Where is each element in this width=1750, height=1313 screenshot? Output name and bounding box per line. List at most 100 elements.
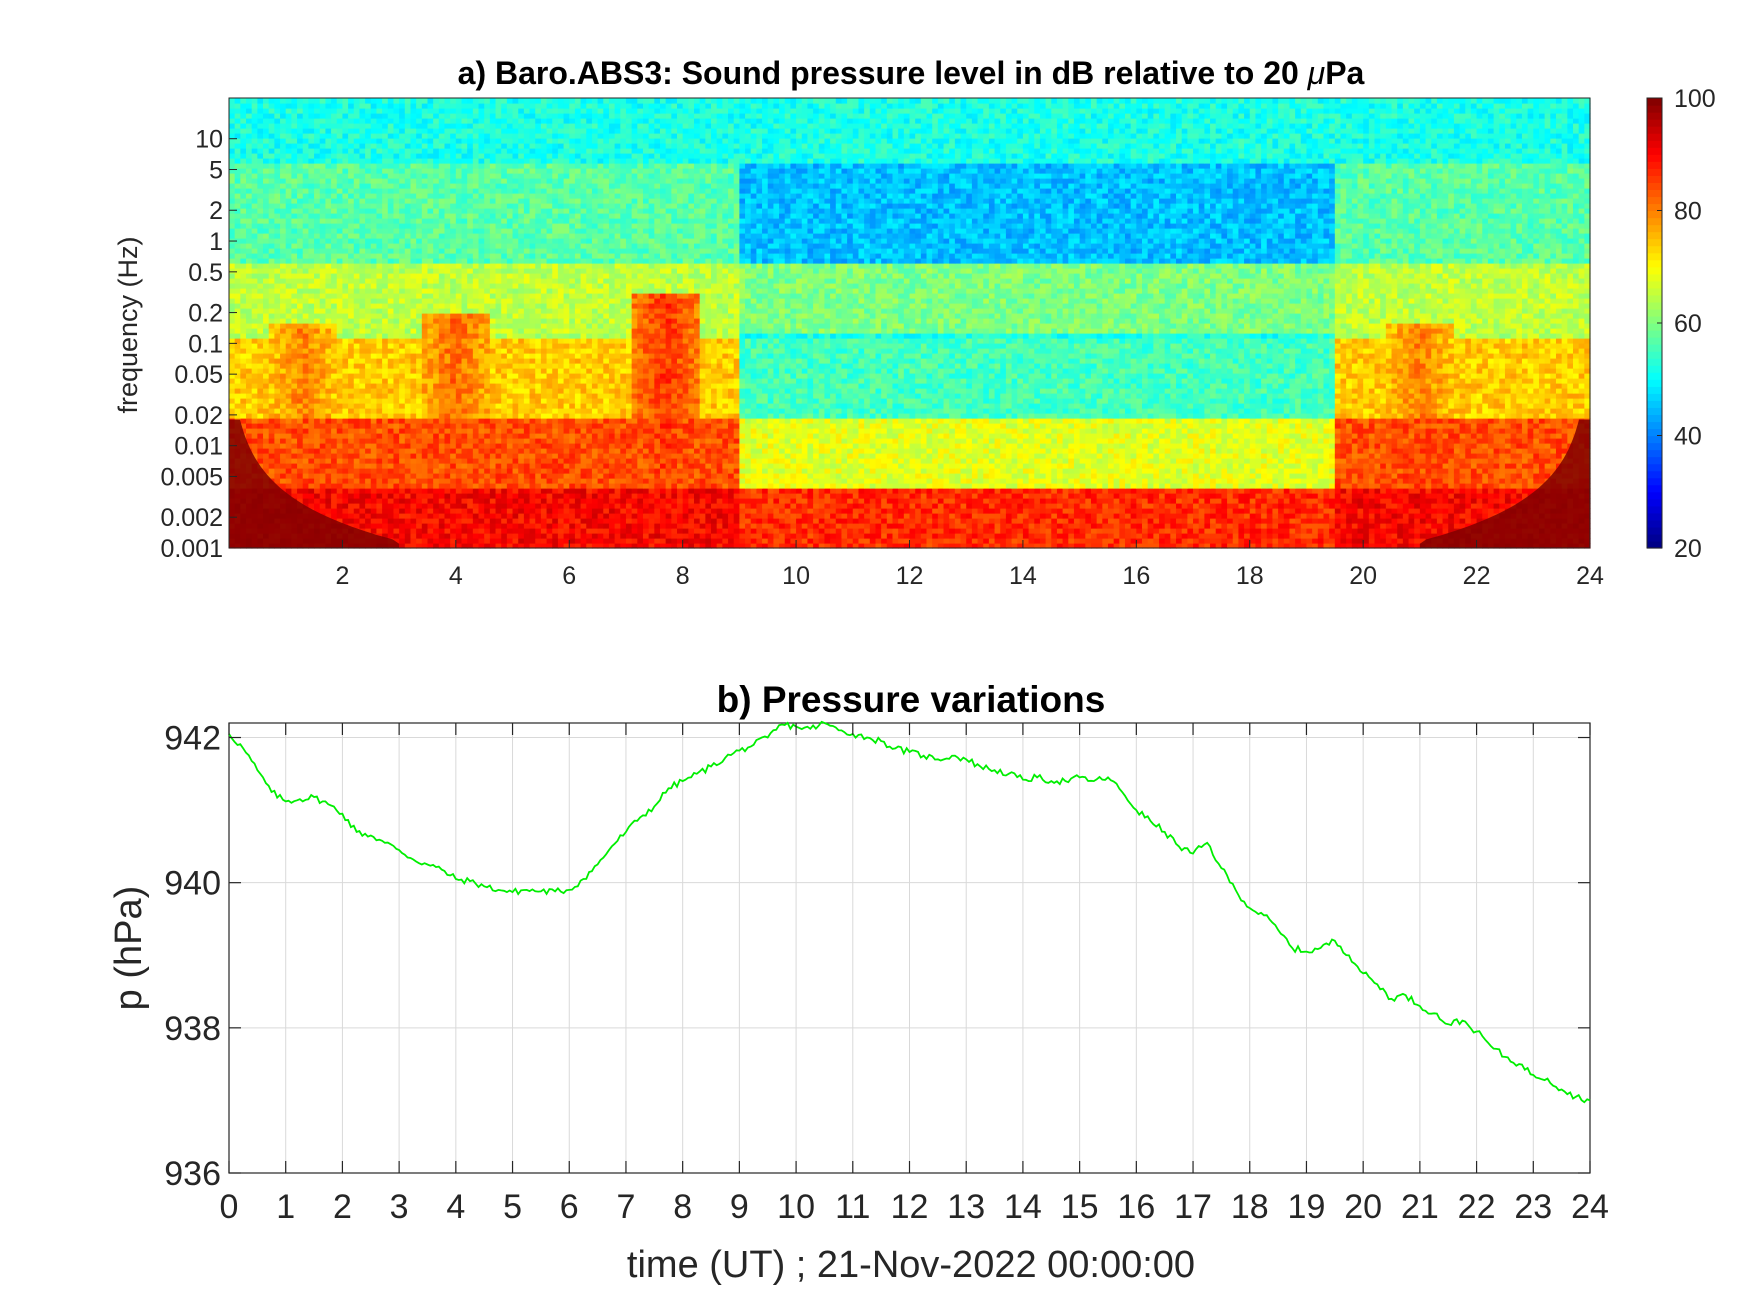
spectrogram-cell (830, 538, 837, 544)
spectrogram-cell (705, 498, 712, 504)
spectrogram-cell (1215, 533, 1222, 539)
spectrogram-cell (455, 533, 463, 539)
spectrogram-cell (399, 528, 406, 534)
spectrogram-cell (387, 458, 395, 464)
spectrogram-cell (881, 523, 888, 529)
spectrogram-cell (1436, 478, 1444, 484)
spectrogram-cell (943, 493, 950, 499)
spectrogram-cell (728, 453, 735, 459)
spectrogram-cell (881, 528, 888, 534)
spectrogram-cell (359, 503, 366, 509)
spectrogram-cell (1470, 483, 1478, 489)
spectrogram-cell (1476, 503, 1483, 509)
spectrogram-cell (433, 528, 440, 534)
spectrogram-cell (892, 478, 899, 484)
spectrogram-cell (325, 493, 332, 499)
spectrogram-cell (1204, 503, 1211, 509)
spectrogram-cell (1408, 528, 1415, 534)
spectrogram-cell (994, 483, 1001, 489)
spectrogram-cell (1374, 483, 1381, 489)
spectrogram-cell (353, 483, 361, 489)
spectrogram-cell (1045, 528, 1052, 534)
spectrogram-cell (909, 513, 916, 519)
spectrogram-cell (314, 443, 321, 449)
spectrogram-cell (523, 523, 531, 529)
spectrogram-cell (1039, 453, 1047, 459)
spectrogram-cell (1368, 493, 1376, 499)
spectrogram-cell (830, 508, 837, 514)
spectrogram-cell (1368, 503, 1376, 509)
spectrogram-cell (762, 483, 769, 489)
spectrogram-cell (365, 513, 372, 519)
spectrogram-cell (960, 458, 967, 464)
spectrogram-cell (1079, 518, 1086, 524)
spectrogram-cell (688, 488, 695, 494)
spectrogram-cell (903, 528, 911, 534)
spectrogram-cell (1397, 503, 1404, 509)
spectrogram-cell (336, 463, 344, 469)
spectrogram-cell (1272, 523, 1279, 529)
spectrogram-cell (1164, 508, 1171, 514)
spectrogram-cell (733, 533, 740, 539)
spectrogram-cell (932, 493, 939, 499)
spectrogram-cell (574, 473, 582, 479)
spectrogram-cell (410, 453, 417, 459)
spectrogram-cell (1317, 493, 1325, 499)
spectrogram-cell (1096, 503, 1103, 509)
spectrogram-cell (1380, 493, 1387, 499)
spectrogram-cell (1147, 508, 1154, 514)
spectrogram-cell (1073, 508, 1081, 514)
spectrogram-cell (841, 493, 848, 499)
spectrogram-cell (1147, 458, 1154, 464)
spectrogram-cell (937, 498, 945, 504)
spectrogram-cell (1210, 523, 1217, 529)
spectrogram-cell (1266, 458, 1274, 464)
spectrogram-cell (586, 533, 593, 539)
spectrogram-cell (699, 493, 706, 499)
spectrogram-cell (830, 518, 837, 524)
spectrogram-cell (574, 468, 582, 474)
spectrogram-cell (404, 468, 412, 474)
spectrogram-cell (1130, 538, 1137, 544)
spectrogram-cell (631, 528, 638, 534)
spectrogram-cell (1555, 448, 1563, 454)
spectrogram-cell (1062, 443, 1069, 449)
spectrogram-cell (370, 528, 378, 534)
spectrogram-cell (574, 493, 582, 499)
spectrogram-cell (1034, 518, 1041, 524)
spectrogram-cell (1056, 493, 1064, 499)
spectrogram-cell (302, 473, 309, 479)
spectrogram-cell (1062, 503, 1069, 509)
spectrogram-cell (722, 498, 729, 504)
spectrogram-cell (1312, 483, 1319, 489)
spectrogram-cell (659, 483, 667, 489)
spectrogram-cell (1181, 483, 1188, 489)
spectrogram-cell (1306, 468, 1313, 474)
spectrogram-cell (637, 488, 644, 494)
spectrogram-cell (1051, 543, 1058, 549)
spectrogram-cell (603, 468, 610, 474)
spectrogram-cell (1090, 543, 1098, 549)
spectrogram-cell (1493, 508, 1500, 514)
spectrogram-cell (1391, 543, 1398, 549)
spectrogram-cell (671, 518, 678, 524)
spectrogram-cell (920, 518, 928, 524)
spectrogram-cell (557, 498, 565, 504)
spectrogram-cell (1022, 508, 1030, 514)
spectrogram-cell (762, 538, 769, 544)
spectrogram-cell (886, 483, 894, 489)
spectrogram-cell (1329, 503, 1336, 509)
spectrogram-cell (892, 473, 899, 479)
spectrogram-cell (467, 503, 474, 509)
spectrogram-cell (1181, 528, 1188, 534)
spectrogram-cell (427, 468, 434, 474)
spectrogram-cell (716, 478, 723, 484)
spectrogram-cell (1147, 488, 1154, 494)
spectrogram-cell (932, 518, 939, 524)
spectrogram-cell (779, 503, 786, 509)
spectrogram-cell (1442, 513, 1449, 519)
spectrogram-cell (750, 503, 757, 509)
spectrogram-cell (875, 518, 882, 524)
spectrogram-cell (1051, 458, 1058, 464)
spectrogram-cell (739, 538, 746, 544)
